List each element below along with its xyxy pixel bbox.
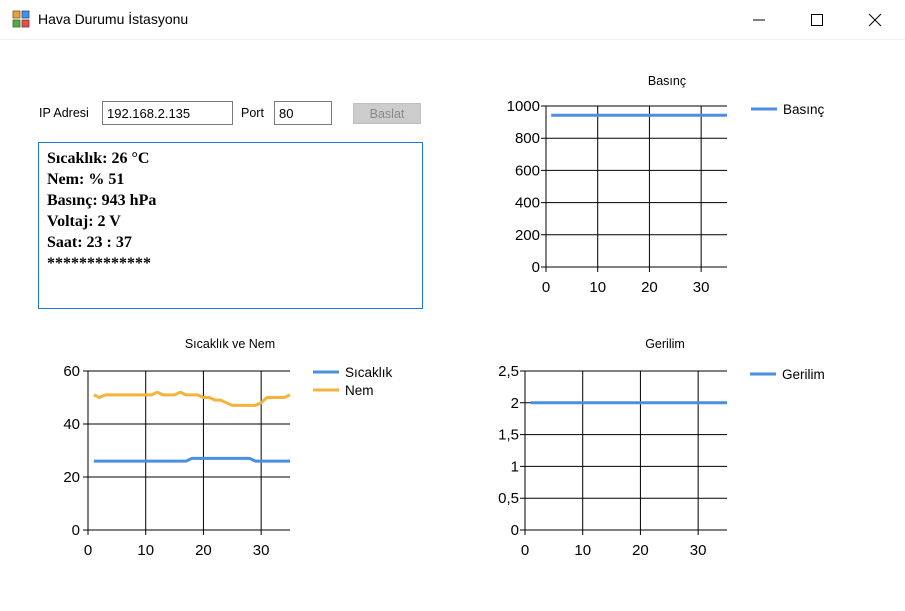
x-tick-label: 10 <box>589 279 606 296</box>
y-tick-label: 0,5 <box>498 490 519 507</box>
window-title: Hava Durumu İstasyonu <box>38 11 189 27</box>
series-line-1-0 <box>93 456 290 463</box>
readout-line-temperature: Sıcaklık: 26 °C <box>47 150 150 167</box>
minimize-icon <box>753 19 765 20</box>
y-tick-label: 0 <box>72 522 80 539</box>
maximize-icon <box>811 13 823 26</box>
y-tick-label: 20 <box>63 469 80 486</box>
close-button[interactable] <box>846 0 904 39</box>
readout-line-humidity: Nem: % 51 <box>47 171 125 188</box>
ip-address-input[interactable] <box>102 101 233 125</box>
y-tick-label: 60 <box>63 363 80 380</box>
sensor-readout-textbox[interactable]: Sıcaklık: 26 °C Nem: % 51 Basınç: 943 hP… <box>38 142 423 309</box>
minimize-button[interactable] <box>730 0 788 39</box>
x-tick-label: 20 <box>641 279 658 296</box>
legend-label: Sıcaklık <box>345 365 393 380</box>
legend-label: Basınç <box>783 102 825 117</box>
maximize-button[interactable] <box>788 0 846 39</box>
y-tick-label: 800 <box>515 130 540 147</box>
x-tick-label: 20 <box>632 542 649 559</box>
y-tick-label: 40 <box>63 416 80 433</box>
x-tick-label: 30 <box>690 542 707 559</box>
port-input[interactable] <box>274 101 332 125</box>
readout-line-pressure: Basınç: 943 hPa <box>47 192 157 209</box>
close-icon <box>868 13 882 26</box>
x-tick-label: 0 <box>84 542 92 559</box>
start-button[interactable]: Baslat <box>353 103 421 124</box>
chart-title: Basınç <box>648 74 686 88</box>
ip-label: IP Adresi <box>39 106 89 120</box>
y-tick-label: 1 <box>511 458 519 475</box>
weather-app-icon <box>12 10 30 28</box>
x-tick-label: 20 <box>195 542 212 559</box>
y-tick-label: 1000 <box>507 98 540 115</box>
y-tick-label: 2,5 <box>498 363 519 380</box>
y-tick-label: 2 <box>511 395 519 412</box>
readout-line-voltage: Voltaj: 2 V <box>47 213 121 230</box>
y-tick-label: 0 <box>532 259 540 276</box>
legend-label: Nem <box>345 383 374 398</box>
title-bar[interactable]: Hava Durumu İstasyonu <box>0 0 905 40</box>
x-tick-label: 0 <box>542 279 550 296</box>
chart-title: Sıcaklık ve Nem <box>185 337 275 351</box>
x-tick-label: 0 <box>521 542 529 559</box>
y-tick-label: 600 <box>515 162 540 179</box>
readout-line-separator: ************* <box>47 255 151 272</box>
legend-label: Gerilim <box>782 367 825 382</box>
x-tick-label: 30 <box>253 542 270 559</box>
readout-line-time: Saat: 23 : 37 <box>47 234 132 251</box>
x-tick-label: 10 <box>137 542 154 559</box>
port-label: Port <box>241 106 264 120</box>
y-tick-label: 400 <box>515 195 540 212</box>
chart-title: Gerilim <box>645 337 685 351</box>
y-tick-label: 200 <box>515 227 540 244</box>
y-tick-label: 0 <box>511 522 519 539</box>
x-tick-label: 10 <box>574 542 591 559</box>
series-line-1-1 <box>93 390 291 407</box>
x-tick-label: 30 <box>693 279 710 296</box>
y-tick-label: 1,5 <box>498 427 519 444</box>
